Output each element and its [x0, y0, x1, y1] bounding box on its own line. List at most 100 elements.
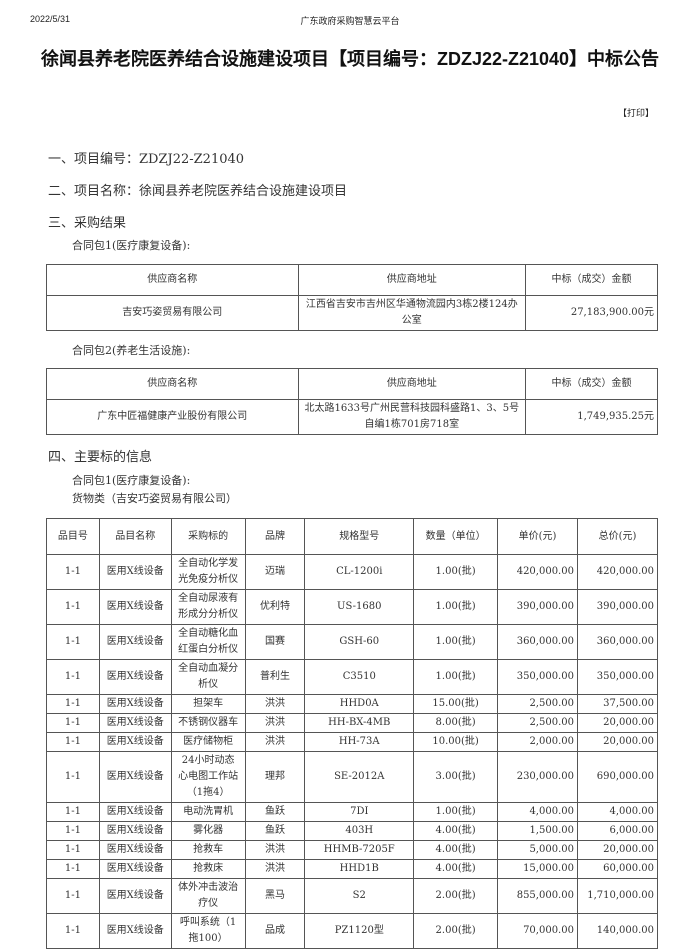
item-name: 医用X线设备 [98, 624, 172, 660]
procurement-target: 全自动尿液有形成分分析仪 [170, 589, 246, 625]
items-category-label: 货物类（吉安巧姿贸易有限公司） [72, 492, 237, 505]
table-row: 1-1 医用X线设备 担架车 洪洪 HHD0A 15.00(批) 2,500.00 37,50… [46, 694, 659, 714]
quantity: 2.00(批) [413, 913, 499, 949]
procurement-target: 24小时动态心电图工作站（1拖4） [170, 751, 246, 803]
table-row: 1-1 医用X线设备 体外冲击波治疗仪 黑马 S2 2.00(批) 855,000.00 1,… [46, 878, 659, 914]
brand: 优利特 [244, 589, 306, 625]
spec-model: 403H [304, 821, 415, 841]
table-header-row: 供应商名称 供应商地址 中标（成交）金额 [46, 368, 658, 400]
quantity: 4.00(批) [413, 821, 499, 841]
procurement-target: 不锈钢仪器车 [170, 713, 246, 733]
brand: 洪洪 [244, 732, 306, 752]
brand: 洪洪 [244, 840, 306, 860]
header-total-price: 总价(元) [576, 518, 659, 555]
table-row: 广东中匠福健康产业股份有限公司 北太路1633号广州民营科技园科盛路1、3、5号… [46, 399, 658, 435]
brand: 黑马 [244, 878, 306, 914]
quantity: 1.00(批) [413, 624, 499, 660]
quantity: 8.00(批) [413, 713, 499, 733]
total-price: 420,000.00 [576, 554, 659, 590]
brand: 普利生 [244, 659, 306, 695]
items-package-label: 合同包1(医疗康复设备): [72, 474, 191, 487]
brand: 鱼跃 [244, 802, 306, 822]
total-price: 20,000.00 [576, 732, 659, 752]
supplier-amount: 27,183,900.00元 [525, 295, 658, 331]
print-date: 2022/5/31 [30, 14, 71, 24]
unit-price: 2,500.00 [497, 694, 578, 714]
item-name: 医用X线设备 [98, 732, 172, 752]
unit-price: 360,000.00 [497, 624, 578, 660]
procurement-target: 全自动血凝分析仪 [170, 659, 246, 695]
total-price: 20,000.00 [576, 840, 659, 860]
procurement-target: 抢救车 [170, 840, 246, 860]
item-name: 医用X线设备 [98, 802, 172, 822]
total-price: 20,000.00 [576, 713, 659, 733]
item-number: 1-1 [46, 840, 100, 860]
brand: 洪洪 [244, 713, 306, 733]
spec-model: CL-1200i [304, 554, 415, 590]
total-price: 140,000.00 [576, 913, 659, 949]
brand: 理邦 [244, 751, 306, 803]
spec-model: SE-2012A [304, 751, 415, 803]
spec-model: HH-BX-4MB [304, 713, 415, 733]
item-name: 医用X线设备 [98, 713, 172, 733]
item-number: 1-1 [46, 913, 100, 949]
total-price: 360,000.00 [576, 624, 659, 660]
supplier-address: 江西省吉安市吉州区华通物流园内3栋2楼124办公室 [297, 295, 527, 331]
site-name: 广东政府采购智慧云平台 [300, 16, 400, 26]
supplier-amount: 1,749,935.25元 [525, 399, 658, 435]
item-name: 医用X线设备 [98, 878, 172, 914]
procurement-target: 体外冲击波治疗仪 [170, 878, 246, 914]
total-price: 1,710,000.00 [576, 878, 659, 914]
item-number: 1-1 [46, 713, 100, 733]
unit-price: 2,500.00 [497, 713, 578, 733]
item-name: 医用X线设备 [98, 913, 172, 949]
item-number: 1-1 [46, 732, 100, 752]
section-result: 三、采购结果 [48, 216, 127, 231]
table-row: 1-1 医用X线设备 抢救车 洪洪 HHMB-7205F 4.00(批) 5,000.00 2… [46, 840, 659, 860]
section-project-number: 一、项目编号：ZDZJ22-Z21040 [48, 152, 245, 167]
print-link[interactable]: 【打印】 [617, 108, 654, 118]
item-number: 1-1 [46, 878, 100, 914]
procurement-target: 全自动化学发光免疫分析仪 [170, 554, 246, 590]
brand: 品成 [244, 913, 306, 949]
supplier-address: 北太路1633号广州民营科技园科盛路1、3、5号自编1栋701房718室 [297, 399, 527, 435]
table-row: 1-1 医用X线设备 全自动化学发光免疫分析仪 迈瑞 CL-1200i 1.00(批) 42… [46, 554, 659, 590]
brand: 洪洪 [244, 694, 306, 714]
total-price: 4,000.00 [576, 802, 659, 822]
header-supplier-name: 供应商名称 [46, 264, 299, 296]
spec-model: PZ1120型 [304, 913, 415, 949]
header-item-number: 品目号 [46, 518, 100, 555]
unit-price: 420,000.00 [497, 554, 578, 590]
section-project-name: 二、项目名称：徐闻县养老院医养结合设施建设项目 [48, 184, 348, 199]
table-header-row: 供应商名称 供应商地址 中标（成交）金额 [46, 264, 658, 296]
header-spec-model: 规格型号 [304, 518, 415, 555]
header-procurement-target: 采购标的 [170, 518, 246, 555]
package-2-supplier-table: 供应商名称 供应商地址 中标（成交）金额 广东中匠福健康产业股份有限公司 北太路… [46, 368, 658, 435]
table-header-row: 品目号 品目名称 采购标的 品牌 规格型号 数量（单位） 单价(元) 总价(元) [46, 518, 659, 555]
header-amount: 中标（成交）金额 [525, 264, 658, 296]
header-supplier-address: 供应商地址 [297, 264, 527, 296]
unit-price: 390,000.00 [497, 589, 578, 625]
quantity: 1.00(批) [413, 554, 499, 590]
total-price: 350,000.00 [576, 659, 659, 695]
brand: 国赛 [244, 624, 306, 660]
supplier-name: 吉安巧姿贸易有限公司 [46, 295, 299, 331]
unit-price: 1,500.00 [497, 821, 578, 841]
spec-model: HHMB-7205F [304, 840, 415, 860]
quantity: 3.00(批) [413, 751, 499, 803]
procurement-target: 全自动糖化血红蛋白分析仪 [170, 624, 246, 660]
total-price: 390,000.00 [576, 589, 659, 625]
spec-model: HH-73A [304, 732, 415, 752]
procurement-target: 医疗储物柜 [170, 732, 246, 752]
section-items: 四、主要标的信息 [48, 450, 153, 465]
package-1-supplier-table: 供应商名称 供应商地址 中标（成交）金额 吉安巧姿贸易有限公司 江西省吉安市吉州… [46, 264, 658, 331]
brand: 鱼跃 [244, 821, 306, 841]
table-row: 1-1 医用X线设备 24小时动态心电图工作站（1拖4） 理邦 SE-2012A 3.00… [46, 751, 659, 803]
table-row: 1-1 医用X线设备 全自动尿液有形成分分析仪 优利特 US-1680 1.00(批) 39… [46, 589, 659, 625]
item-name: 医用X线设备 [98, 554, 172, 590]
item-number: 1-1 [46, 589, 100, 625]
header-brand: 品牌 [244, 518, 306, 555]
spec-model: S2 [304, 878, 415, 914]
item-number: 1-1 [46, 659, 100, 695]
supplier-name: 广东中匠福健康产业股份有限公司 [46, 399, 299, 435]
